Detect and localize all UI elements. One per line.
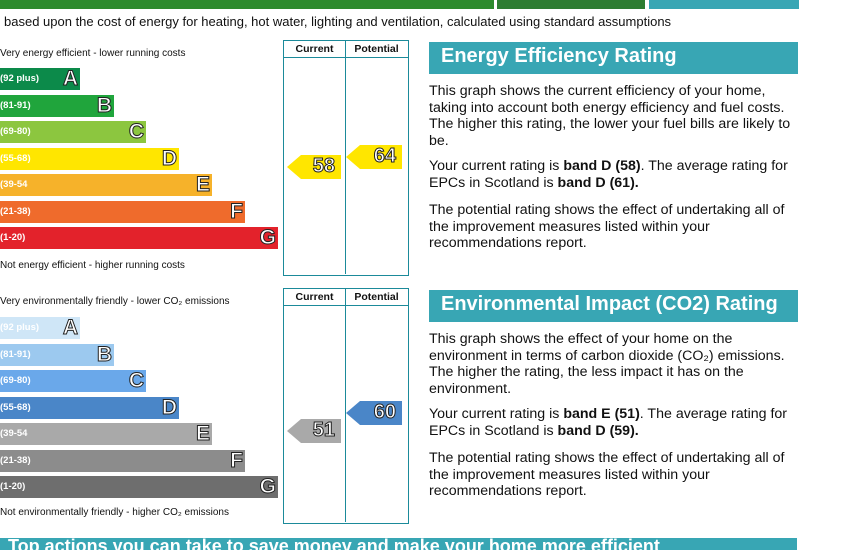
energy-current-band: band D (58) (563, 158, 641, 174)
energy-band-a: (92 plus) A (0, 67, 80, 91)
energy-chart-frame (283, 40, 409, 276)
energy-band-letter: F (230, 199, 244, 223)
bottom-heading: Top actions you can take to save money a… (8, 538, 660, 550)
energy-band-f: (21-38) F (0, 199, 245, 223)
environment-col-potential: Potential (354, 291, 399, 303)
environment-band-a: (92 plus) A (0, 316, 80, 340)
top-strip-right (649, 0, 799, 9)
energy-band-c: (69-80) C (0, 120, 146, 144)
environment-p2-mid: . The average rating for EPCs in Scotlan… (429, 406, 788, 439)
energy-bottom-label: Not energy efficient - higher running co… (0, 260, 185, 271)
environment-band-b: (81-91) B (0, 342, 114, 366)
energy-band-b: (81-91) B (0, 93, 114, 117)
energy-header-line (283, 57, 408, 58)
environment-header-line (283, 305, 408, 306)
environment-panel-p1: This graph shows the effect of your home… (429, 331, 785, 397)
environment-average-band: band D (59). (557, 422, 639, 439)
bottom-heading-bar: Top actions you can take to save money a… (0, 538, 797, 550)
environment-panel-title: Environmental Impact (CO2) Rating (429, 290, 798, 322)
environment-col-current: Current (295, 291, 334, 303)
energy-band-e: (39-54 E (0, 173, 212, 197)
energy-band-range: (21-38) (0, 205, 31, 217)
energy-band-range: (92 plus) (0, 73, 40, 84)
environment-band-letter: D (161, 395, 177, 419)
energy-p2-mid: . The average rating for EPCs in Scotlan… (429, 158, 788, 191)
energy-panel-p1: This graph shows the current efficiency … (429, 83, 791, 149)
energy-potential-value: 64 (373, 145, 396, 168)
environment-potential-arrow: 60 (346, 401, 402, 425)
environment-potential-value: 60 (373, 401, 396, 424)
environment-band-e: (39-54 E (0, 422, 212, 446)
energy-col-divider (345, 40, 346, 274)
energy-col-current: Current (295, 43, 334, 55)
environment-top-label: Very environmentally friendly - lower CO… (0, 296, 230, 307)
energy-band-letter: C (128, 120, 144, 144)
environment-current-value: 51 (312, 419, 335, 442)
environment-band-letter: C (128, 369, 144, 393)
energy-band-letter: A (62, 67, 78, 91)
energy-col-potential: Potential (354, 43, 399, 55)
environment-p2-text: Your current rating is (429, 406, 564, 422)
energy-band-letter: D (161, 146, 177, 170)
energy-band-range: (39-54 (0, 179, 28, 190)
energy-band-range: (69-80) (0, 126, 31, 137)
energy-band-letter: G (259, 226, 276, 250)
environment-current-band: band E (51) (563, 406, 640, 422)
environment-panel-p3: The potential rating shows the effect of… (429, 450, 785, 499)
top-strip-left (0, 0, 494, 9)
environment-band-range: (39-54 (0, 428, 28, 439)
energy-band-letter: E (195, 173, 210, 197)
energy-panel-p3: The potential rating shows the effect of… (429, 202, 785, 251)
energy-p2-text: Your current rating is (429, 158, 564, 174)
energy-band-g: (1-20) G (0, 226, 278, 250)
environment-band-range: (1-20) (0, 481, 26, 492)
environment-band-range: (69-80) (0, 375, 31, 386)
environment-bottom-label: Not environmentally friendly - higher CO… (0, 507, 229, 518)
environment-band-letter: F (230, 448, 244, 472)
energy-panel-title: Energy Efficiency Rating (429, 42, 798, 74)
environment-band-letter: E (195, 422, 210, 446)
energy-average-band: band D (61). (557, 174, 639, 191)
energy-top-label: Very energy efficient - lower running co… (0, 48, 186, 59)
energy-band-letter: B (96, 93, 112, 117)
environment-band-range: (21-38) (0, 454, 31, 466)
environment-band-range: (81-91) (0, 348, 31, 360)
energy-panel-p2: Your current rating is band D (58). The … (429, 158, 797, 191)
environment-band-range: (55-68) (0, 401, 31, 413)
environment-band-letter: B (96, 342, 112, 366)
environment-band-letter: A (62, 316, 78, 340)
environment-band-g: (1-20) G (0, 475, 278, 499)
energy-band-range: (55-68) (0, 152, 31, 164)
energy-current-value: 58 (312, 155, 335, 178)
environment-panel-p2: Your current rating is band E (51). The … (429, 406, 797, 439)
top-strip-middle (497, 0, 645, 9)
environment-band-f: (21-38) F (0, 448, 245, 472)
environment-chart-frame (283, 288, 409, 524)
energy-band-d: (55-68) D (0, 146, 179, 170)
environment-band-letter: G (259, 475, 276, 499)
environment-band-range: (92 plus) (0, 322, 40, 333)
caption-text: based upon the cost of energy for heatin… (4, 14, 672, 29)
energy-potential-arrow: 64 (346, 145, 402, 169)
environment-band-c: (69-80) C (0, 369, 146, 393)
energy-band-range: (81-91) (0, 99, 31, 111)
environment-col-divider (345, 288, 346, 522)
environment-band-d: (55-68) D (0, 395, 179, 419)
energy-band-range: (1-20) (0, 232, 26, 243)
